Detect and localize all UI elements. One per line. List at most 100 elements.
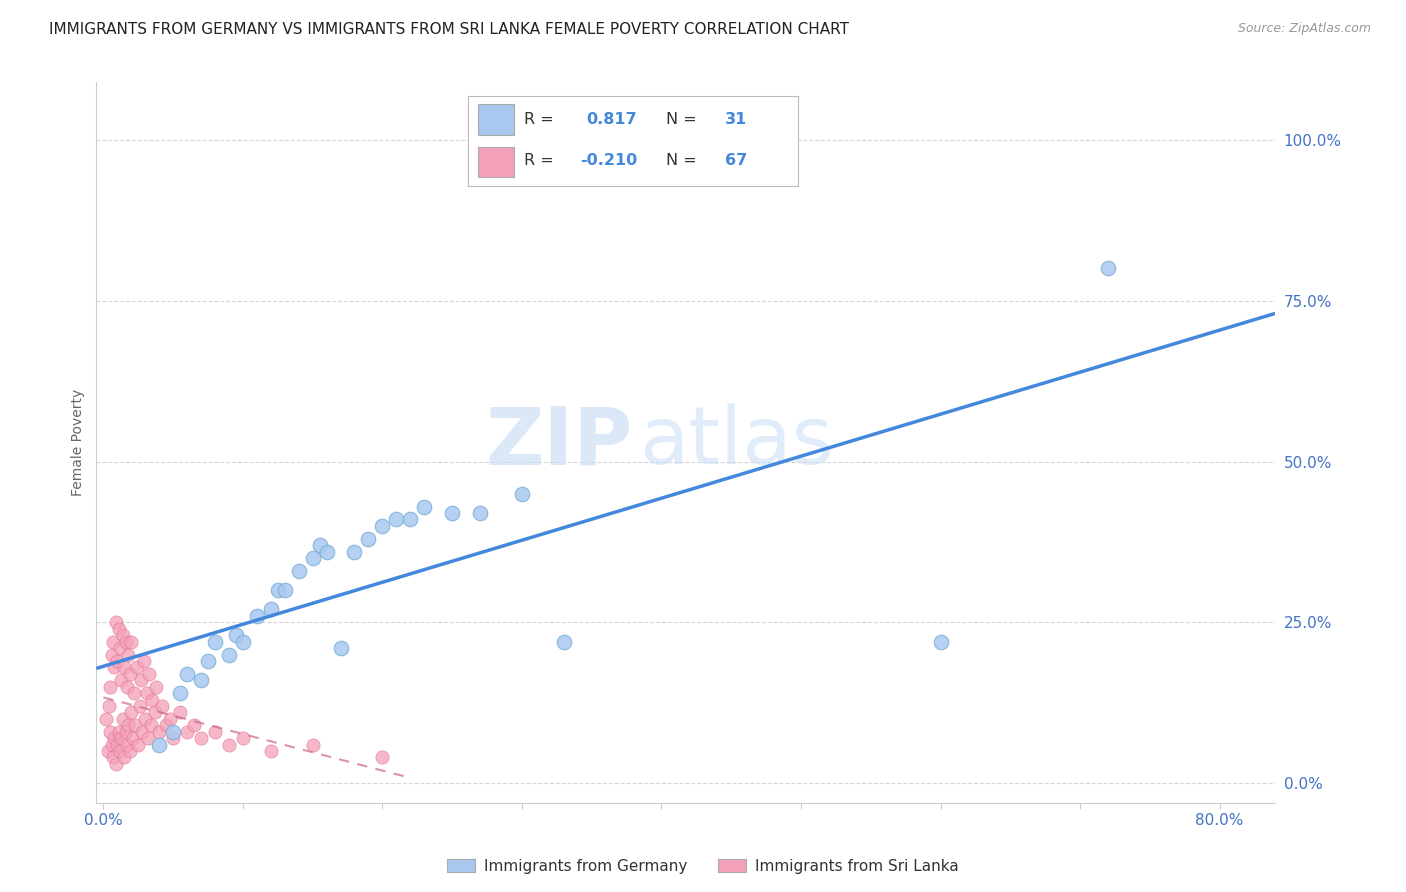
Point bbox=[108, 744, 131, 758]
Point bbox=[218, 648, 240, 662]
Point bbox=[143, 706, 166, 720]
Point bbox=[1097, 261, 1119, 276]
Point bbox=[468, 506, 491, 520]
Point bbox=[125, 660, 148, 674]
Point bbox=[274, 583, 297, 598]
Point bbox=[111, 712, 134, 726]
Point bbox=[103, 731, 125, 746]
Point bbox=[112, 660, 135, 674]
Point bbox=[105, 738, 128, 752]
Point bbox=[162, 724, 184, 739]
Point bbox=[169, 686, 191, 700]
Point bbox=[100, 648, 122, 662]
Point bbox=[159, 712, 181, 726]
Point bbox=[111, 628, 134, 642]
Point bbox=[96, 744, 118, 758]
Point bbox=[120, 634, 142, 648]
Point bbox=[190, 731, 212, 746]
Point bbox=[128, 698, 150, 713]
Point bbox=[118, 666, 141, 681]
Point bbox=[118, 744, 141, 758]
Point bbox=[122, 686, 145, 700]
Point bbox=[553, 634, 575, 648]
Point bbox=[148, 724, 170, 739]
Point bbox=[371, 519, 394, 533]
Point bbox=[225, 628, 247, 642]
Point bbox=[301, 738, 323, 752]
Point bbox=[103, 660, 125, 674]
Point bbox=[145, 680, 167, 694]
Point bbox=[150, 698, 173, 713]
Point bbox=[100, 738, 122, 752]
Point bbox=[127, 738, 149, 752]
Point bbox=[104, 756, 127, 771]
Point bbox=[114, 724, 136, 739]
Point bbox=[115, 738, 138, 752]
Point bbox=[107, 622, 129, 636]
Point bbox=[260, 602, 283, 616]
Point bbox=[204, 634, 226, 648]
Point bbox=[108, 641, 131, 656]
Point bbox=[120, 706, 142, 720]
Point bbox=[343, 544, 366, 558]
Point bbox=[183, 718, 205, 732]
Point bbox=[162, 731, 184, 746]
Point bbox=[197, 654, 219, 668]
Point bbox=[176, 666, 198, 681]
Point bbox=[131, 724, 153, 739]
Point bbox=[112, 750, 135, 764]
Text: ZIP: ZIP bbox=[485, 403, 633, 481]
Point bbox=[141, 692, 163, 706]
Point bbox=[260, 744, 283, 758]
Point bbox=[385, 512, 408, 526]
Point bbox=[134, 712, 156, 726]
Point bbox=[104, 615, 127, 630]
Point bbox=[301, 551, 323, 566]
Point bbox=[267, 583, 290, 598]
Point bbox=[176, 724, 198, 739]
Point bbox=[101, 750, 124, 764]
Point bbox=[94, 712, 117, 726]
Point bbox=[315, 544, 337, 558]
Legend: Immigrants from Germany, Immigrants from Sri Lanka: Immigrants from Germany, Immigrants from… bbox=[441, 853, 965, 880]
Point bbox=[98, 724, 121, 739]
Point bbox=[117, 648, 139, 662]
Point bbox=[138, 666, 160, 681]
Point bbox=[98, 680, 121, 694]
Y-axis label: Female Poverty: Female Poverty bbox=[72, 389, 86, 496]
Point bbox=[101, 634, 124, 648]
Point bbox=[107, 724, 129, 739]
Point bbox=[371, 750, 394, 764]
Point bbox=[218, 738, 240, 752]
Point bbox=[117, 718, 139, 732]
Point bbox=[135, 686, 157, 700]
Point bbox=[110, 673, 132, 688]
Text: atlas: atlas bbox=[638, 403, 834, 481]
Point bbox=[246, 609, 269, 624]
Text: IMMIGRANTS FROM GERMANY VS IMMIGRANTS FROM SRI LANKA FEMALE POVERTY CORRELATION : IMMIGRANTS FROM GERMANY VS IMMIGRANTS FR… bbox=[49, 22, 849, 37]
Point bbox=[136, 731, 159, 746]
Point bbox=[308, 538, 330, 552]
Point bbox=[929, 634, 952, 648]
Point bbox=[155, 718, 177, 732]
Point bbox=[129, 673, 152, 688]
Text: Source: ZipAtlas.com: Source: ZipAtlas.com bbox=[1237, 22, 1371, 36]
Point bbox=[329, 641, 352, 656]
Point bbox=[114, 634, 136, 648]
Point bbox=[148, 738, 170, 752]
Point bbox=[132, 654, 155, 668]
Point bbox=[169, 706, 191, 720]
Point bbox=[190, 673, 212, 688]
Point bbox=[413, 500, 436, 514]
Point bbox=[232, 731, 254, 746]
Point bbox=[399, 512, 422, 526]
Point bbox=[441, 506, 464, 520]
Point bbox=[105, 654, 128, 668]
Point bbox=[139, 718, 162, 732]
Point bbox=[357, 532, 380, 546]
Point bbox=[110, 731, 132, 746]
Point bbox=[124, 718, 146, 732]
Point bbox=[287, 564, 309, 578]
Point bbox=[232, 634, 254, 648]
Point bbox=[510, 486, 533, 500]
